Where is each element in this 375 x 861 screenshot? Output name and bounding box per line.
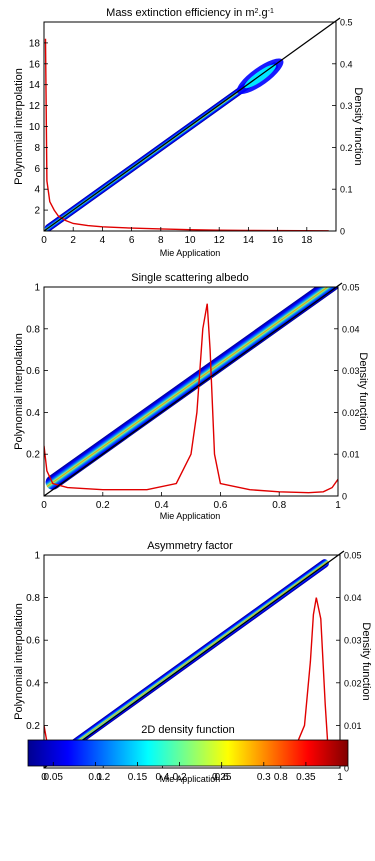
y2-tick-label: 0.4 xyxy=(340,59,353,69)
x-tick-label: 6 xyxy=(129,235,135,246)
colorbar-tick-label: 0.2 xyxy=(173,772,187,783)
axes-frame xyxy=(43,286,339,497)
colorbar-tick-label: 0.35 xyxy=(296,772,316,783)
y2-tick-label: 0.04 xyxy=(344,593,362,603)
x-tick-label: 1 xyxy=(337,772,343,783)
y2-tick-label: 0.03 xyxy=(342,366,360,376)
y2-tick-label: 0.01 xyxy=(342,450,360,460)
x-tick-label: 0.4 xyxy=(155,772,169,783)
x-tick-label: 0.8 xyxy=(272,500,286,511)
y-tick-label: 0.4 xyxy=(26,408,40,419)
x-tick-label: 10 xyxy=(184,235,196,246)
x-tick-label: 0.2 xyxy=(96,772,110,783)
y-tick-label: 0.6 xyxy=(26,366,40,377)
density-band xyxy=(45,287,338,490)
x-tick-label: 0.6 xyxy=(213,500,227,511)
colorbar-tick-label: 0.1 xyxy=(88,772,102,783)
y2-tick-label: 0 xyxy=(344,764,349,774)
x-tick-label: 0 xyxy=(41,772,47,783)
y2-tick-label: 0.02 xyxy=(344,678,362,688)
chart-title: Single scattering albedo xyxy=(131,272,248,284)
plot-area xyxy=(44,38,329,231)
y2-tick-label: 0.3 xyxy=(340,101,353,111)
x-axis-label: Mie Application xyxy=(160,511,221,521)
colorbar-tick-label: 0.25 xyxy=(212,772,232,783)
y2-axis-label: Density function xyxy=(352,87,364,165)
chart-panel-3: 0 0.2 0.4 0.6 0.8 10.20.40.60.8100.010.020.03… xyxy=(13,540,372,784)
x-axis-label: Mie Application xyxy=(160,248,221,258)
x-tick-label: 0.6 xyxy=(215,772,229,783)
x-axis-label: Mie Application xyxy=(160,774,221,784)
y2-tick-label: 0.2 xyxy=(340,143,353,153)
y-tick-label: 8 xyxy=(34,143,40,154)
y2-tick-label: 0.04 xyxy=(342,324,360,334)
x-tick-label: 0 xyxy=(41,500,47,511)
y2-tick-label: 0.5 xyxy=(340,18,353,28)
x-tick-label: 0 xyxy=(41,235,47,246)
y2-tick-label: 0 xyxy=(342,492,347,502)
x-tick-label: 14 xyxy=(243,235,255,246)
y2-tick-label: 0.05 xyxy=(344,551,362,561)
figure-layer: 0 2 4 6 8 10 12 14 16 182468101214161800.10.20.30… xyxy=(13,7,372,784)
x-tick-label: 0.4 xyxy=(155,500,169,511)
y2-axis-label: Density function xyxy=(360,622,372,700)
x-tick-label: 18 xyxy=(301,235,313,246)
y2-tick-label: 0.1 xyxy=(340,185,353,195)
y-tick-label: 12 xyxy=(29,101,41,112)
identity-line xyxy=(43,282,343,497)
axes-frame xyxy=(43,554,341,769)
y2-tick-label: 0.02 xyxy=(342,408,360,418)
y-tick-label: 0.6 xyxy=(26,636,40,647)
colorbar-gradient xyxy=(27,739,349,767)
y2-tick-label: 0.05 xyxy=(342,283,360,293)
y-tick-label: 1 xyxy=(34,551,40,562)
chart-title: Mass extinction efficiency in m2.g-1 xyxy=(106,7,274,19)
density-curve xyxy=(44,38,329,231)
colorbar: 2D density function 0.05 0.1 0.15 0.2 0.25 0.3… xyxy=(27,724,349,783)
identity-line xyxy=(43,17,341,232)
y-tick-label: 14 xyxy=(29,80,41,91)
density-band xyxy=(49,559,329,763)
y-tick-label: 4 xyxy=(34,185,40,196)
y-tick-label: 0.8 xyxy=(26,324,40,335)
x-tick-label: 12 xyxy=(214,235,226,246)
y-tick-label: 0.2 xyxy=(26,721,40,732)
x-tick-label: 1 xyxy=(335,500,341,511)
chart-title: Asymmetry factor xyxy=(147,540,233,552)
y2-tick-label: 0.03 xyxy=(344,636,362,646)
y-tick-label: 2 xyxy=(34,206,40,217)
y-axis-label: Polynomial interpolation xyxy=(13,333,25,450)
y-tick-label: 0.4 xyxy=(26,678,40,689)
y2-tick-label: 0 xyxy=(340,227,345,237)
plot-area xyxy=(44,287,338,494)
y-tick-label: 18 xyxy=(29,38,41,49)
y-tick-label: 1 xyxy=(34,283,40,294)
colorbar-tick-label: 0.05 xyxy=(44,772,64,783)
density-curve xyxy=(44,303,338,494)
x-tick-label: 16 xyxy=(272,235,284,246)
y-tick-label: 16 xyxy=(29,59,41,70)
colorbar-tick-label: 0.15 xyxy=(128,772,148,783)
y-tick-label: 0.8 xyxy=(26,593,40,604)
x-tick-label: 4 xyxy=(100,235,106,246)
colorbar-tick-label: 0.3 xyxy=(257,772,271,783)
chart-panel-2: 0 0.2 0.4 0.6 0.8 10.20.40.60.8100.010.020.03… xyxy=(13,272,369,521)
y-tick-label: 6 xyxy=(34,164,40,175)
x-tick-label: 0.8 xyxy=(274,772,288,783)
y-tick-label: 0.2 xyxy=(26,450,40,461)
x-tick-label: 2 xyxy=(70,235,76,246)
y-axis-label: Polynomial interpolation xyxy=(13,603,25,720)
y-tick-label: 10 xyxy=(29,122,41,133)
y2-tick-label: 0.01 xyxy=(344,721,362,731)
identity-line xyxy=(43,550,345,769)
x-tick-label: 8 xyxy=(158,235,164,246)
y2-axis-label: Density function xyxy=(357,352,369,430)
chart-panel-1: 0 2 4 6 8 10 12 14 16 18 2 4 6 8 10 12 14 16 18 0 0.1 0.2 0.3 0… xyxy=(13,7,364,258)
colorbar-title: 2D density function xyxy=(141,724,235,736)
x-tick-label: 0.2 xyxy=(96,500,110,511)
y-axis-label: Polynomial interpolation xyxy=(13,68,25,185)
